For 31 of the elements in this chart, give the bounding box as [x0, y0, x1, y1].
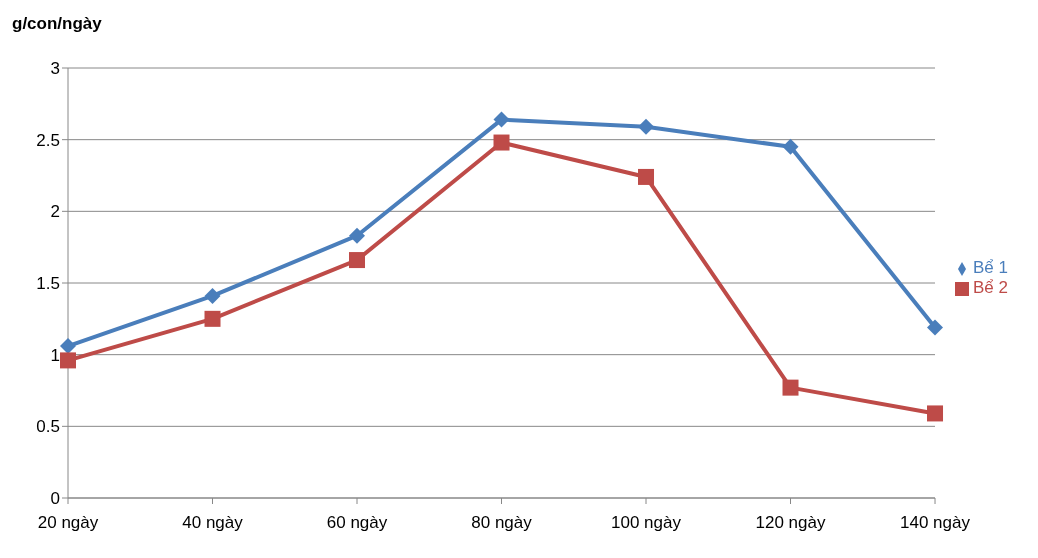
y-axis-title: g/con/ngày: [12, 14, 102, 34]
point: [493, 134, 510, 151]
x-tick-label: 60 ngày: [326, 513, 388, 533]
x-tick-label: 20 ngày: [37, 513, 99, 533]
y-tick-label: 0.5: [36, 417, 60, 437]
x-tick-label: 120 ngày: [755, 513, 826, 533]
point: [349, 227, 366, 244]
point: [638, 168, 655, 185]
point: [493, 111, 510, 128]
x-tick-label: 80 ngày: [471, 513, 533, 533]
point: [927, 319, 944, 336]
legend-label: Bể 1: [973, 258, 1008, 277]
y-tick-label: 3: [50, 59, 60, 79]
point: [349, 252, 366, 269]
y-tick-label: 0: [50, 489, 60, 509]
x-tick-label: 140 ngày: [900, 513, 971, 533]
y-tick-label: 1: [50, 345, 60, 365]
point: [782, 138, 799, 155]
x-tick-label: 100 ngày: [611, 513, 682, 533]
y-tick-label: 2: [50, 202, 60, 222]
point: [60, 352, 76, 369]
y-tick-label: 1.5: [36, 274, 60, 294]
x-tick-label: 40 ngày: [182, 513, 244, 533]
point: [60, 338, 76, 355]
legend-label: Bể 2: [973, 278, 1008, 297]
y-tick-label: 2.5: [36, 130, 60, 150]
point: [204, 287, 221, 304]
point: [638, 118, 655, 135]
point: [204, 310, 221, 327]
point: [782, 379, 799, 396]
point: [927, 405, 944, 422]
